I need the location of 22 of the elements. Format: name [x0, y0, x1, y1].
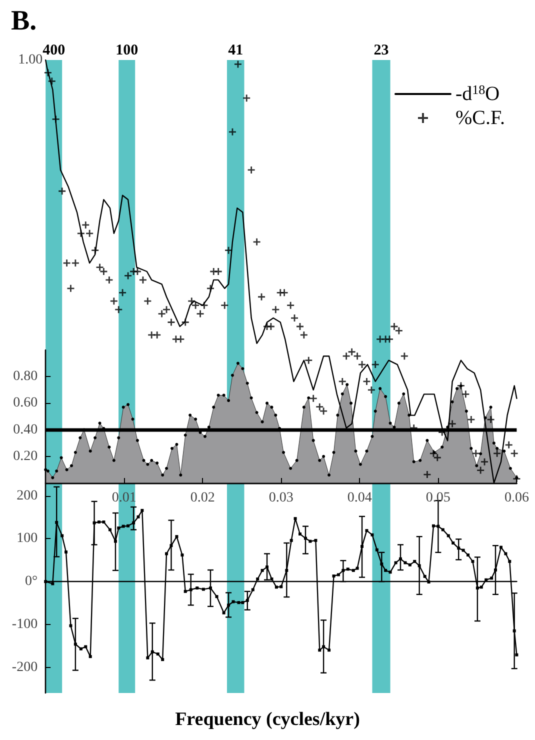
band-label: 400: [42, 42, 66, 58]
text: 1.00: [18, 52, 43, 68]
band-label: 41: [228, 42, 244, 58]
x-tick-label: 0.06: [504, 490, 529, 506]
y-tick-label: 0.80: [13, 369, 38, 384]
chart-title: B.: [11, 6, 37, 36]
y-tick-label: 0°: [24, 574, 38, 590]
x-tick-label: 0.05: [426, 490, 450, 506]
y-tick-label: -200: [12, 660, 38, 675]
y-tick-label: 200: [16, 488, 38, 504]
band-label: 23: [374, 42, 389, 58]
x-axis-title: Frequency (cycles/kyr): [175, 709, 360, 730]
x-tick-label: 0.04: [347, 490, 372, 506]
band-label: 100: [116, 42, 138, 58]
y-tick-label: 0.60: [13, 396, 38, 411]
x-tick-label: 0.03: [268, 490, 294, 506]
y-tick-label: 100: [16, 531, 38, 546]
y-tick-label: -100: [12, 616, 38, 632]
y-tick-label: 0.40: [13, 422, 38, 438]
y-tick-label: 0.20: [13, 448, 38, 464]
legend-label: %C.F.: [455, 107, 506, 129]
x-tick-label: 0.02: [190, 490, 215, 506]
